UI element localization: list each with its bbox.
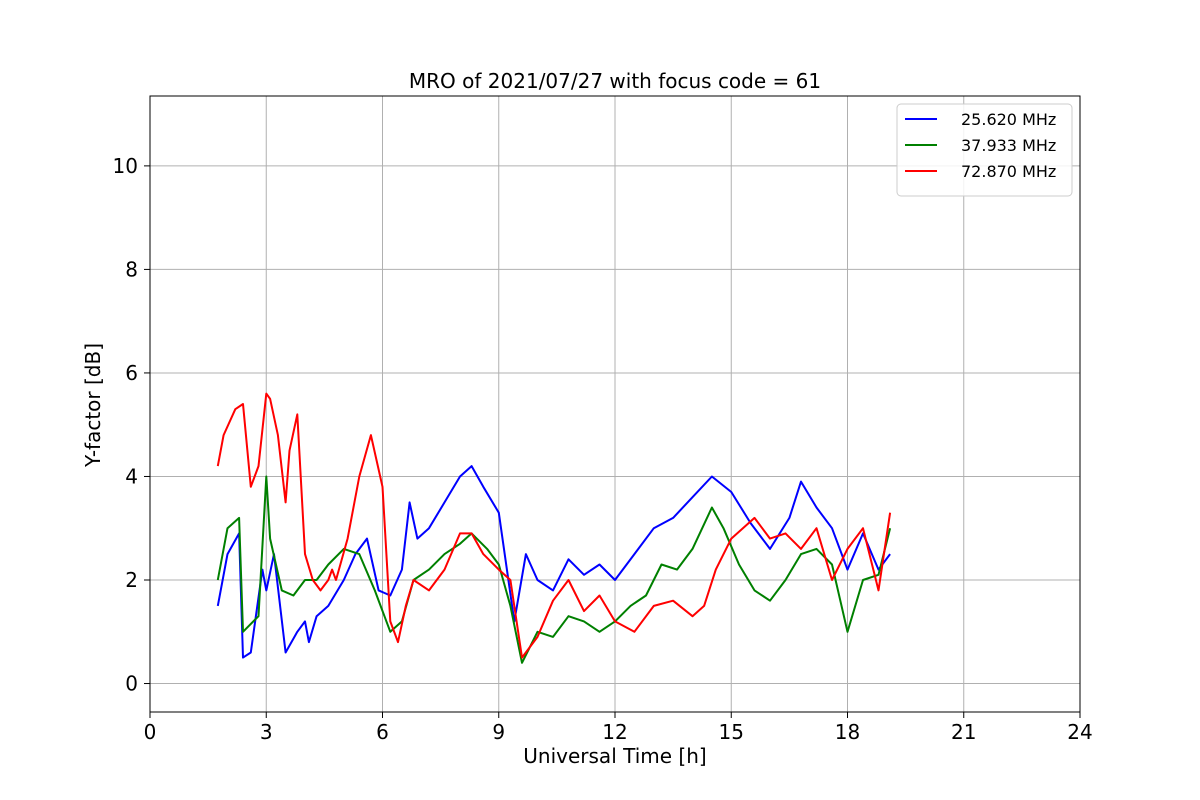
- x-axis-label: Universal Time [h]: [523, 744, 706, 768]
- legend-label-1: 25.620 MHz: [961, 110, 1056, 129]
- x-tick-label: 24: [1067, 720, 1092, 744]
- x-tick-label: 9: [492, 720, 505, 744]
- y-axis-label: Y-factor [dB]: [81, 343, 105, 468]
- x-tick-label: 21: [951, 720, 976, 744]
- x-tick-label: 15: [719, 720, 744, 744]
- y-tick-label: 2: [125, 568, 138, 592]
- x-tick-label: 3: [260, 720, 273, 744]
- series-layer: [216, 392, 892, 664]
- x-tick-label: 18: [835, 720, 860, 744]
- y-tick-label: 0: [125, 672, 138, 696]
- legend-label-3: 72.870 MHz: [961, 162, 1056, 181]
- x-tick-label: 12: [602, 720, 627, 744]
- y-tick-label: 6: [125, 361, 138, 385]
- x-tick-label: 0: [144, 720, 157, 744]
- chart-title: MRO of 2021/07/27 with focus code = 61: [409, 69, 821, 93]
- series-line-1: [216, 465, 891, 659]
- legend: 25.620 MHz 37.933 MHz 72.870 MHz: [896, 103, 1073, 197]
- y-tick-label: 8: [125, 257, 138, 281]
- y-tick-label: 10: [113, 154, 138, 178]
- series-line-3: [216, 392, 892, 659]
- x-tick-label: 6: [376, 720, 389, 744]
- y-axis: 0 2 4 6 8 10: [113, 154, 150, 696]
- y-tick-label: 4: [125, 464, 138, 488]
- legend-box: [896, 103, 1073, 197]
- x-axis: 0 3 6 9 12 15 18 21 24: [144, 712, 1093, 744]
- legend-label-2: 37.933 MHz: [961, 136, 1056, 155]
- series-line-2: [216, 475, 892, 664]
